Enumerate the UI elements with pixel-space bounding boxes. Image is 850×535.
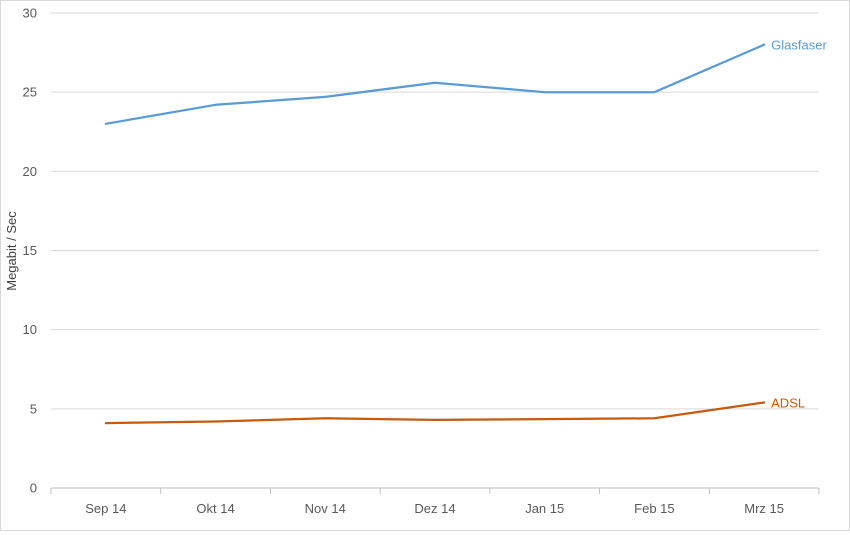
series-line-adsl [104, 401, 766, 425]
x-tick-label: Mrz 15 [744, 501, 784, 516]
series-labels: Glasfaser ADSL [771, 38, 827, 411]
x-tick-label: Sep 14 [85, 501, 126, 516]
y-axis-label: Megabit / Sec [4, 211, 19, 291]
x-tick-label: Nov 14 [305, 501, 346, 516]
y-tick-label: 15 [23, 243, 37, 258]
x-axis-ticks: Sep 14 Okt 14 Nov 14 Dez 14 Jan 15 Feb 15 Mrz … [85, 501, 784, 516]
series-line-glasfaser [104, 43, 766, 125]
series-lines [104, 43, 766, 425]
y-axis-ticks: 0 5 10 15 20 25 30 [23, 6, 37, 496]
x-tick-label: Okt 14 [196, 501, 234, 516]
x-tick-label: Dez 14 [414, 501, 455, 516]
gridlines [51, 12, 819, 410]
series-label-glasfaser: Glasfaser [771, 38, 827, 53]
x-axis [50, 487, 820, 494]
x-tick-label: Feb 15 [634, 501, 674, 516]
y-tick-label: 25 [23, 85, 37, 100]
x-tick-label: Jan 15 [525, 501, 564, 516]
y-tick-label: 10 [23, 322, 37, 337]
y-tick-label: 0 [30, 481, 37, 496]
y-tick-label: 5 [30, 401, 37, 416]
series-label-adsl: ADSL [771, 396, 805, 411]
y-tick-label: 20 [23, 164, 37, 179]
y-tick-label: 30 [23, 6, 37, 21]
